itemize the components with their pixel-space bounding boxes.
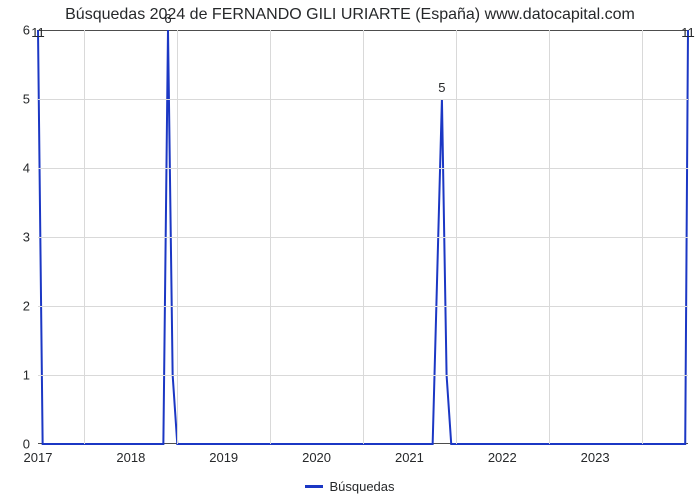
x-tick-label: 2021 xyxy=(395,444,424,465)
gridline-v xyxy=(84,30,85,444)
gridline-v xyxy=(270,30,271,444)
gridline-v xyxy=(363,30,364,444)
x-tick-label: 2020 xyxy=(302,444,331,465)
chart-container: { "chart": { "type": "line", "title": "B… xyxy=(0,0,700,500)
data-point-label: 6 xyxy=(164,11,171,26)
y-tick-label: 2 xyxy=(23,299,38,314)
x-tick-label: 2022 xyxy=(488,444,517,465)
data-point-label: 11 xyxy=(681,25,695,40)
y-tick-label: 5 xyxy=(23,92,38,107)
gridline-v xyxy=(177,30,178,444)
gridline-v xyxy=(456,30,457,444)
x-tick-label: 2019 xyxy=(209,444,238,465)
y-tick-label: 3 xyxy=(23,230,38,245)
x-tick-label: 2018 xyxy=(116,444,145,465)
x-tick-label: 2017 xyxy=(24,444,53,465)
legend: Búsquedas xyxy=(0,478,700,494)
chart-title: Búsquedas 2024 de FERNANDO GILI URIARTE … xyxy=(0,6,700,24)
data-point-label: 11 xyxy=(31,25,45,40)
data-point-label: 5 xyxy=(438,80,445,95)
x-tick-label: 2023 xyxy=(581,444,610,465)
plot-area: 0123456201720182019202020212022202311651… xyxy=(38,30,688,444)
gridline-v xyxy=(642,30,643,444)
legend-swatch xyxy=(305,485,323,488)
y-tick-label: 1 xyxy=(23,368,38,383)
legend-label: Búsquedas xyxy=(329,479,394,494)
gridline-v xyxy=(549,30,550,444)
y-tick-label: 4 xyxy=(23,161,38,176)
